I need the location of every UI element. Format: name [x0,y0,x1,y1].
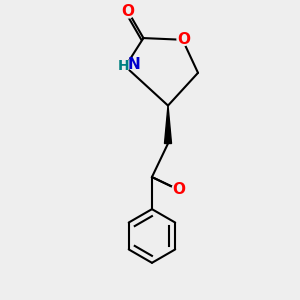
Circle shape [177,33,190,46]
Circle shape [122,5,134,18]
Text: N: N [127,57,140,72]
Text: O: O [177,32,190,47]
Text: H: H [118,59,130,74]
Polygon shape [164,106,172,143]
Circle shape [172,183,185,196]
Text: O: O [172,182,185,197]
Text: O: O [122,4,135,19]
Circle shape [128,58,139,70]
Circle shape [118,61,129,72]
